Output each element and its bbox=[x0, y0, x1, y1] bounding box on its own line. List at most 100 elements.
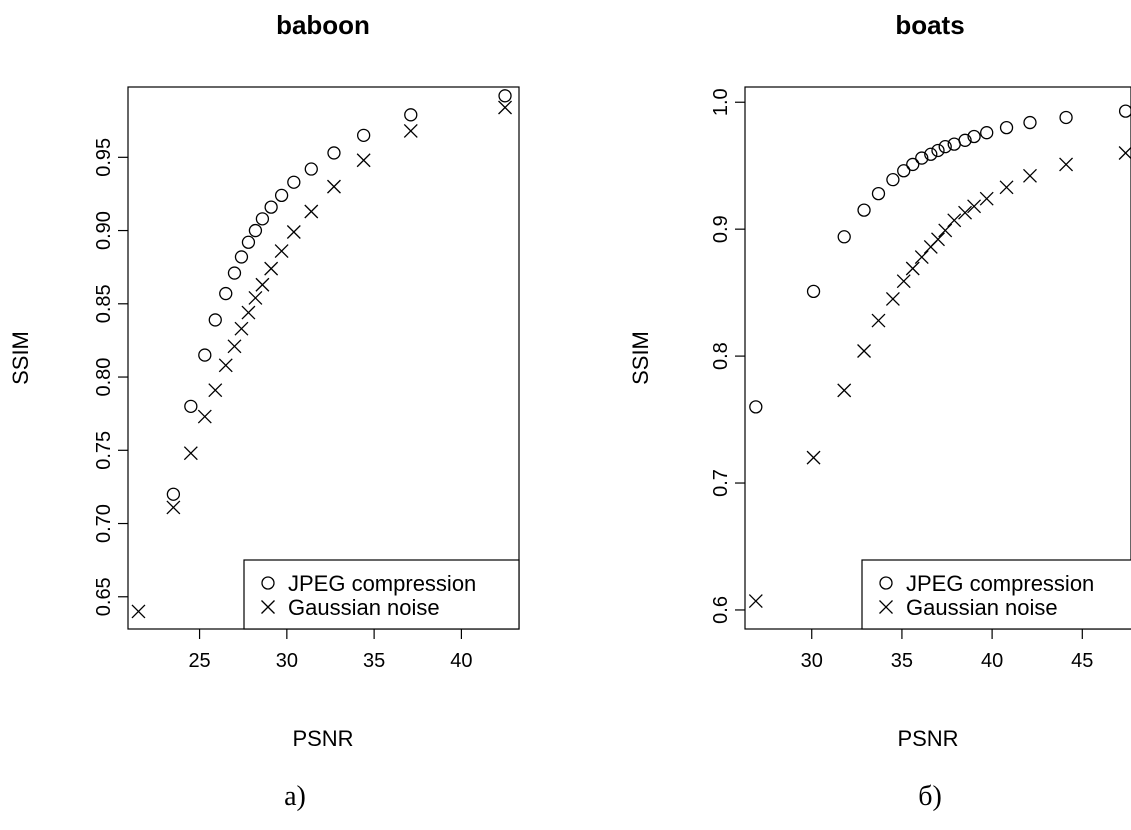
jpeg-point bbox=[404, 108, 418, 122]
legend-box bbox=[243, 559, 520, 630]
jpeg-point bbox=[938, 140, 952, 154]
noise-point bbox=[218, 358, 233, 373]
jpeg-point bbox=[1059, 110, 1073, 125]
jpeg-point bbox=[924, 147, 938, 161]
y-tick-label: 0.75 bbox=[93, 431, 115, 470]
noise-point bbox=[1118, 146, 1131, 160]
jpeg-point bbox=[227, 266, 242, 280]
noise-point bbox=[958, 205, 973, 220]
noise-point bbox=[885, 292, 900, 306]
noise-point bbox=[241, 305, 256, 320]
jpeg-point bbox=[287, 175, 301, 189]
noise-point bbox=[999, 180, 1014, 195]
jpeg-point bbox=[234, 250, 249, 264]
jpeg-point bbox=[166, 487, 181, 501]
noise-point bbox=[748, 594, 763, 609]
y-tick-label: 0.95 bbox=[93, 138, 115, 177]
chart-title: boats bbox=[895, 10, 964, 40]
noise-point bbox=[131, 604, 146, 619]
noise-point bbox=[931, 232, 945, 247]
noise-point bbox=[327, 179, 341, 194]
noise-point bbox=[1059, 157, 1074, 172]
jpeg-point bbox=[248, 223, 263, 238]
noise-point bbox=[1023, 168, 1037, 183]
legend-entry: JPEG compression bbox=[906, 571, 1094, 596]
y-tick-label: 0.9 bbox=[710, 215, 732, 243]
legend-box bbox=[861, 559, 1131, 630]
jpeg-point bbox=[837, 230, 851, 244]
y-tick-label: 0.80 bbox=[93, 358, 115, 397]
panel-caption: a) bbox=[284, 781, 306, 812]
x-tick-label: 35 bbox=[363, 650, 385, 672]
legend-cross-marker bbox=[261, 600, 275, 614]
y-tick-label: 0.70 bbox=[93, 504, 115, 543]
noise-point bbox=[356, 153, 371, 168]
y-tick-label: 1.0 bbox=[710, 88, 732, 116]
jpeg-point bbox=[198, 348, 212, 362]
x-tick-label: 40 bbox=[981, 650, 1003, 672]
jpeg-point bbox=[184, 399, 198, 413]
jpeg-point bbox=[999, 120, 1014, 135]
jpeg-point bbox=[208, 313, 222, 327]
chart-title: baboon bbox=[276, 10, 370, 40]
y-axis-label: SSIM bbox=[628, 331, 653, 385]
jpeg-point bbox=[806, 284, 821, 299]
x-axis-label: PSNR bbox=[897, 726, 958, 751]
jpeg-point bbox=[327, 146, 341, 160]
y-tick-label: 0.90 bbox=[93, 211, 115, 250]
noise-point bbox=[264, 261, 279, 276]
noise-point bbox=[304, 204, 319, 219]
noise-point bbox=[979, 191, 994, 206]
noise-point bbox=[905, 261, 920, 276]
noise-point bbox=[197, 409, 212, 424]
noise-point bbox=[403, 123, 418, 138]
jpeg-point bbox=[980, 126, 994, 140]
noise-point bbox=[166, 500, 181, 515]
noise-point bbox=[274, 244, 289, 259]
noise-point bbox=[255, 277, 270, 292]
jpeg-point bbox=[931, 143, 945, 158]
y-tick-label: 0.8 bbox=[710, 342, 732, 370]
jpeg-point bbox=[498, 89, 512, 103]
jpeg-point bbox=[241, 235, 256, 249]
panel-baboon: baboon 25 30 35 40 0.65 0.70 0.75 0.80 0.85 0.90 0.… bbox=[8, 10, 520, 812]
jpeg-point bbox=[356, 128, 371, 142]
y-tick-label: 0.6 bbox=[710, 596, 732, 624]
jpeg-point bbox=[857, 203, 871, 217]
noise-point bbox=[248, 290, 263, 305]
y-tick-label: 0.7 bbox=[710, 469, 732, 497]
plot-frame bbox=[744, 86, 1131, 630]
noise-point bbox=[857, 344, 872, 358]
noise-point bbox=[806, 450, 821, 465]
jpeg-point bbox=[871, 186, 886, 201]
plot-frame bbox=[127, 86, 520, 630]
legend-circle-marker bbox=[261, 576, 275, 590]
y-tick-label: 0.85 bbox=[93, 284, 115, 323]
noise-point bbox=[183, 446, 198, 461]
x-tick-label: 45 bbox=[1071, 650, 1093, 672]
legend-entry: Gaussian noise bbox=[288, 595, 440, 620]
noise-point bbox=[871, 313, 886, 328]
jpeg-point bbox=[255, 212, 270, 226]
legend-circle-marker bbox=[879, 576, 893, 590]
jpeg-point bbox=[915, 151, 929, 165]
panel-caption: б) bbox=[918, 781, 942, 812]
y-axis-label: SSIM bbox=[8, 331, 33, 385]
noise-point bbox=[914, 250, 929, 265]
jpeg-point bbox=[219, 286, 233, 301]
jpeg-point bbox=[749, 400, 763, 414]
noise-point bbox=[227, 339, 242, 354]
noise-point bbox=[286, 225, 301, 239]
jpeg-point bbox=[958, 133, 972, 147]
jpeg-point bbox=[274, 188, 289, 203]
jpeg-point bbox=[264, 200, 278, 214]
x-tick-label: 30 bbox=[801, 650, 823, 672]
noise-point bbox=[947, 213, 962, 228]
noise-point bbox=[967, 199, 982, 214]
panel-boats: boats 30 35 40 45 0.6 0.7 0.8 0.9 1.0 PSNR SSIM JPEG… bbox=[628, 10, 1131, 812]
legend-cross-marker bbox=[879, 600, 893, 614]
x-tick-label: 25 bbox=[188, 650, 210, 672]
x-tick-label: 40 bbox=[450, 650, 472, 672]
